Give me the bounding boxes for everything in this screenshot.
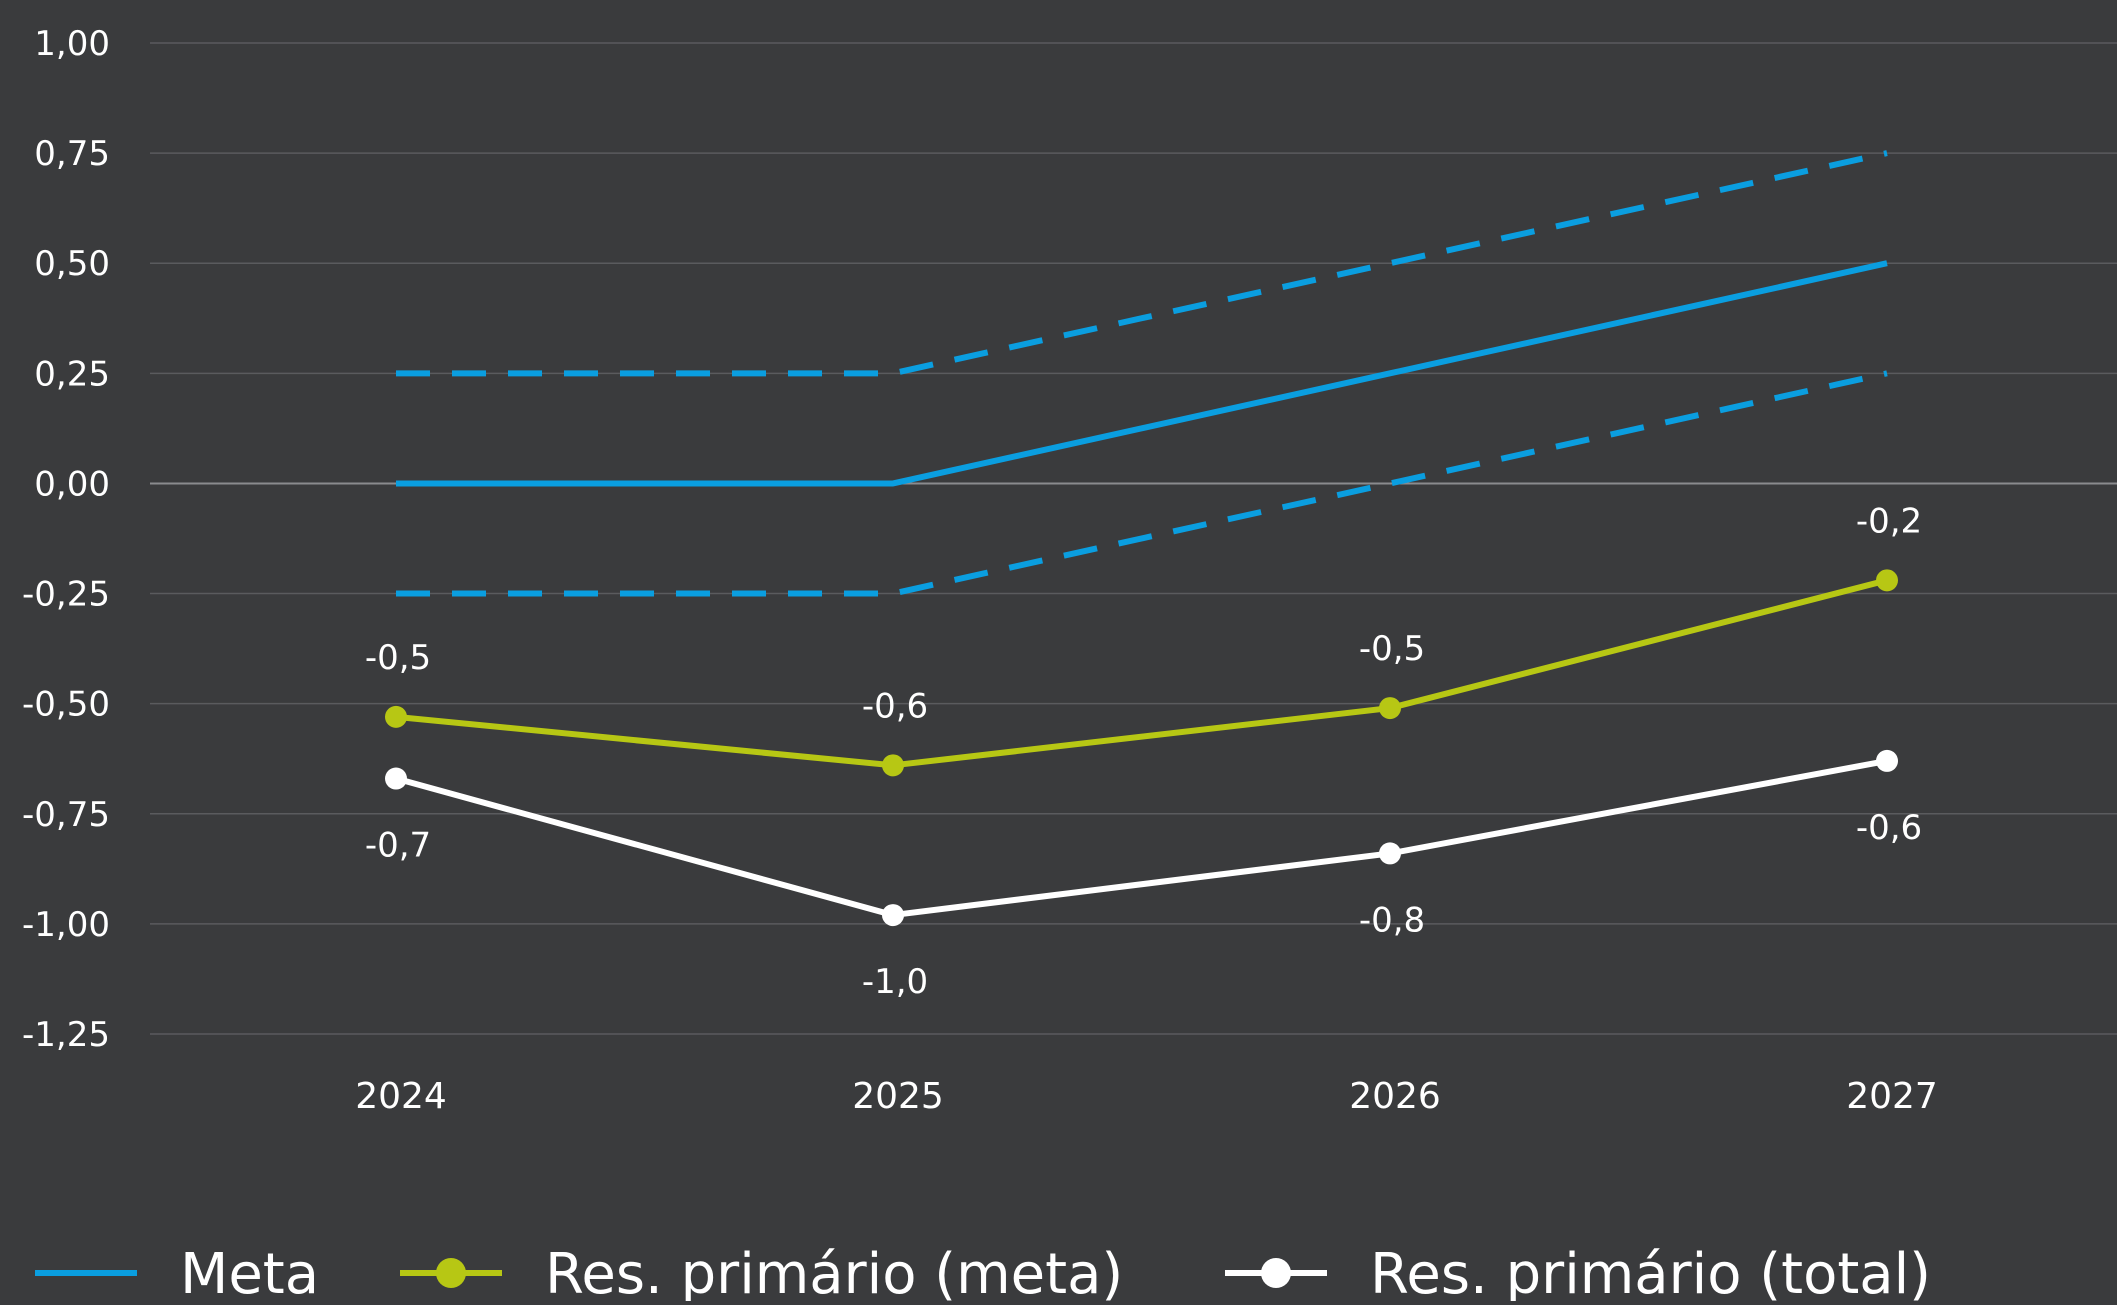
y-tick-label: 0,25: [34, 354, 110, 394]
data-label-res_meta: -0,5: [365, 638, 431, 678]
data-label-res_meta: -0,6: [862, 686, 928, 726]
data-point-res_meta: [1379, 697, 1401, 720]
series-markers: [385, 569, 1898, 927]
y-axis-ticks: 1,00 0,75 0,50 0,25 0,00 -0,25 -0,50 -0,75 -1,00…: [22, 24, 110, 1055]
y-tick-label: 1,00: [34, 24, 110, 64]
legend-label: Res. primário (meta): [545, 1242, 1123, 1301]
data-label-res_total: -0,7: [365, 826, 431, 866]
y-tick-label: -0,25: [22, 575, 110, 615]
legend-marker: [436, 1258, 466, 1288]
data-point-res_total: [882, 904, 904, 927]
y-tick-label: -1,00: [22, 905, 110, 945]
data-point-res_meta: [882, 754, 904, 777]
x-tick-label: 2027: [1846, 1076, 1938, 1117]
legend-item-res_total: Res. primário (total): [1225, 1242, 1931, 1305]
legend-marker: [1261, 1258, 1291, 1288]
legend-label: Meta: [180, 1242, 319, 1301]
data-label-res_total: -0,6: [1856, 808, 1922, 848]
series-line-meta_lower: [396, 370, 1888, 597]
series-line-meta_upper: [396, 150, 1888, 377]
series-line-res_meta: [395, 577, 1888, 769]
y-tick-label: 0,75: [34, 134, 110, 174]
x-tick-label: 2025: [852, 1076, 944, 1117]
y-tick-label: -0,50: [22, 685, 110, 725]
series-line-res_total: [395, 757, 1888, 919]
data-point-res_meta: [385, 705, 407, 728]
data-labels: -0,5 -0,6 -0,5 -0,2 -0,7 -1,0 -0,8 -0,6: [365, 501, 1922, 1002]
legend-item-meta: Meta: [35, 1242, 319, 1305]
data-point-res_total: [1379, 842, 1401, 865]
y-tick-label: 0,50: [34, 244, 110, 284]
legend: Meta Res. primário (meta) Res. primário (t…: [35, 1242, 1931, 1305]
data-label-res_meta: -0,5: [1359, 629, 1425, 669]
legend-item-res_meta: Res. primário (meta): [400, 1242, 1123, 1305]
y-tick-label: -1,25: [22, 1015, 110, 1055]
data-point-res_total: [385, 767, 407, 790]
data-label-res_meta: -0,2: [1856, 501, 1922, 541]
x-tick-label: 2026: [1349, 1076, 1441, 1117]
x-axis-ticks: 2024 2025 2026 2027: [355, 1076, 1938, 1117]
x-tick-label: 2024: [355, 1076, 447, 1117]
data-label-res_total: -1,0: [862, 962, 928, 1002]
y-tick-label: 0,00: [34, 464, 110, 504]
data-point-res_meta: [1876, 569, 1898, 592]
data-point-res_total: [1876, 749, 1898, 772]
series-line-meta: [396, 260, 1888, 487]
legend-label: Res. primário (total): [1370, 1242, 1931, 1301]
data-label-res_total: -0,8: [1359, 900, 1425, 940]
y-tick-label: -0,75: [22, 795, 110, 835]
series-lines: [395, 150, 1888, 919]
